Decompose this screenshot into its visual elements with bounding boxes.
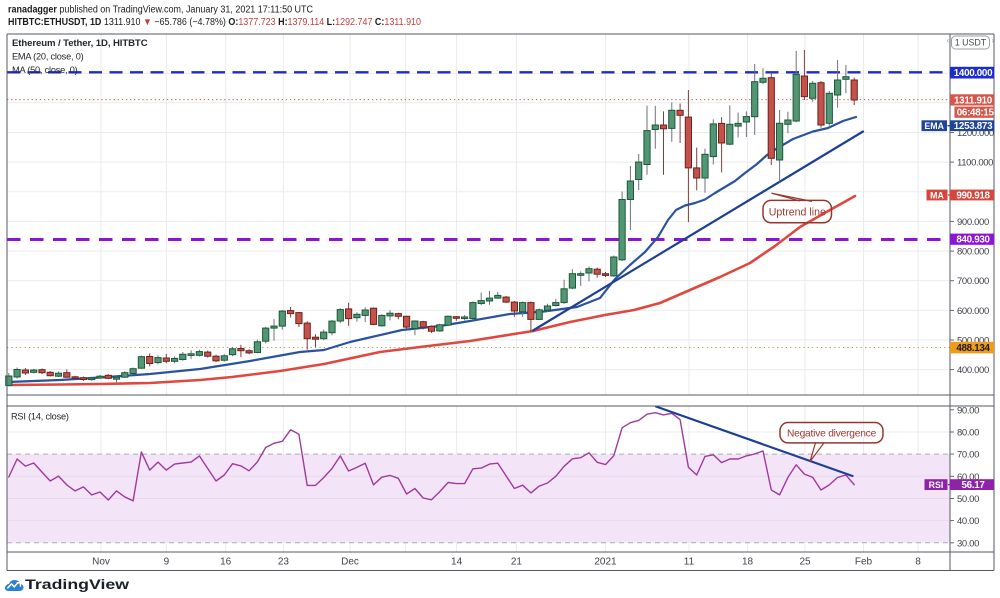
svg-text:488.134: 488.134 (956, 343, 990, 354)
svg-text:EMA: EMA (924, 121, 944, 131)
svg-text:25: 25 (799, 557, 811, 568)
svg-text:HITBTC:ETHUSDT, 1D 1311.910 ▼: HITBTC:ETHUSDT, 1D 1311.910 ▼ −65.786 (−… (8, 17, 421, 28)
svg-text:Negative divergence: Negative divergence (787, 428, 877, 439)
svg-text:23: 23 (278, 557, 290, 568)
svg-text:‹: ‹ (947, 36, 950, 45)
svg-text:ranadagger published on Tradin: ranadagger published on TradingView.com,… (8, 5, 313, 16)
svg-text:1200.000: 1200.000 (957, 128, 994, 139)
svg-text:TradingView: TradingView (25, 577, 130, 592)
svg-text:MA (50, close, 0): MA (50, close, 0) (12, 65, 78, 75)
svg-text:Feb: Feb (855, 557, 873, 568)
svg-text:RSI (14, close): RSI (14, close) (11, 412, 69, 422)
svg-text:MA: MA (930, 190, 944, 200)
svg-text:80.00: 80.00 (957, 428, 979, 439)
svg-text:90.00: 90.00 (957, 405, 979, 416)
svg-text:1400.000: 1400.000 (954, 68, 993, 79)
svg-text:1 USDT: 1 USDT (955, 38, 987, 48)
svg-text:50.00: 50.00 (957, 494, 979, 505)
svg-text:14: 14 (451, 557, 463, 568)
svg-text:18: 18 (742, 557, 754, 568)
svg-text:990.918: 990.918 (956, 190, 990, 201)
svg-text:40.00: 40.00 (957, 516, 979, 527)
svg-text:›: › (992, 36, 995, 45)
svg-text:56.17: 56.17 (961, 480, 985, 491)
svg-text:16: 16 (220, 557, 232, 568)
svg-text:11: 11 (684, 557, 695, 568)
svg-text:Dec: Dec (341, 557, 359, 568)
svg-text:600.000: 600.000 (957, 306, 989, 317)
svg-text:900.000: 900.000 (957, 217, 989, 228)
svg-text:840.930: 840.930 (956, 235, 990, 246)
svg-text:30.00: 30.00 (957, 538, 979, 549)
svg-text:400.000: 400.000 (957, 365, 989, 376)
svg-text:60.00: 60.00 (957, 472, 979, 483)
svg-text:RSI: RSI (929, 480, 944, 490)
svg-text:1311.910: 1311.910 (954, 95, 993, 106)
svg-text:21: 21 (511, 557, 523, 568)
svg-text:500.000: 500.000 (957, 336, 989, 347)
svg-text:700.000: 700.000 (957, 276, 989, 287)
svg-text:EMA (20, close, 0): EMA (20, close, 0) (12, 52, 84, 62)
svg-text:Uptrend line: Uptrend line (769, 206, 826, 218)
svg-text:1253.873: 1253.873 (954, 121, 993, 132)
svg-text:2021: 2021 (594, 557, 617, 568)
svg-text:Ethereum / Tether, 1D, HITBTC: Ethereum / Tether, 1D, HITBTC (12, 38, 148, 49)
svg-text:8: 8 (915, 557, 921, 568)
svg-text:1100.000: 1100.000 (957, 158, 993, 169)
svg-text:9: 9 (164, 557, 170, 568)
svg-text:800.000: 800.000 (957, 247, 989, 258)
svg-text:70.00: 70.00 (957, 450, 979, 461)
svg-text:06:48:15: 06:48:15 (957, 108, 995, 119)
svg-text:Nov: Nov (92, 557, 110, 568)
